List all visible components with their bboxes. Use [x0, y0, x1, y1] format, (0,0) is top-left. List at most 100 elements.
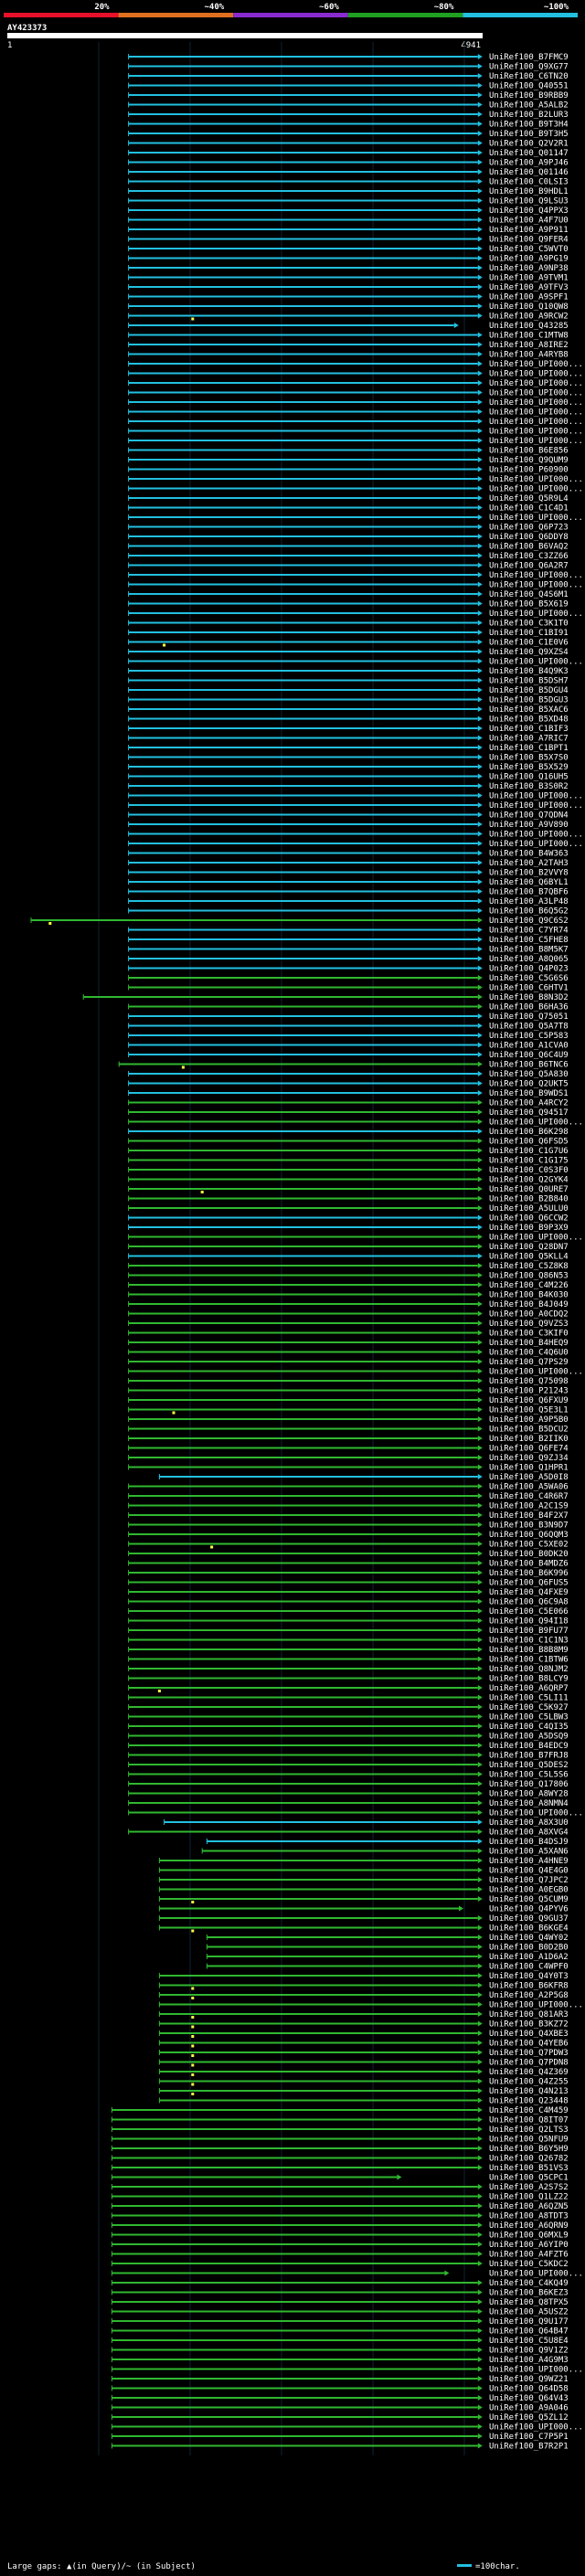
- hit-label[interactable]: UniRef100_C5K927: [489, 1703, 569, 1712]
- hit-row[interactable]: UniRef100_C3KIF0: [128, 1330, 569, 1339]
- hit-label[interactable]: UniRef100_Q5E3L1: [489, 1406, 569, 1415]
- hit-row[interactable]: UniRef100_Q4YEB6: [158, 2040, 569, 2049]
- hit-label[interactable]: UniRef100_Q7QDN4: [489, 811, 569, 821]
- hit-label[interactable]: UniRef100_A1D6A2: [489, 1953, 569, 1962]
- hit-row[interactable]: UniRef100_B6KEZ3: [111, 2289, 569, 2298]
- hit-row[interactable]: UniRef100_B4J049: [128, 1300, 569, 1309]
- hit-row[interactable]: UniRef100_Q6A2R7: [128, 562, 569, 571]
- hit-row[interactable]: UniRef100_Q9GU37: [158, 1914, 569, 1924]
- hit-row[interactable]: UniRef100_C7YR74: [128, 927, 569, 936]
- hit-label[interactable]: UniRef100_B5DCU2: [489, 1426, 569, 1435]
- hit-row[interactable]: UniRef100_UPI000...: [128, 658, 583, 667]
- hit-row[interactable]: UniRef100_Q4Z369: [158, 2068, 569, 2077]
- hit-label[interactable]: UniRef100_C4M459: [489, 2106, 569, 2115]
- hit-row[interactable]: UniRef100_A5DSQ9: [128, 1733, 569, 1742]
- hit-label[interactable]: UniRef100_Q6MXL9: [489, 2231, 569, 2241]
- hit-row[interactable]: UniRef100_A8X3U0: [164, 1818, 569, 1828]
- hit-label[interactable]: UniRef100_B7FMC9: [489, 53, 569, 62]
- hit-label[interactable]: UniRef100_A8Q065: [489, 955, 569, 964]
- hit-label[interactable]: UniRef100_UPI000...: [489, 475, 583, 484]
- hit-label[interactable]: UniRef100_B5DGU4: [489, 686, 569, 695]
- hit-label[interactable]: UniRef100_A4RYB8: [489, 351, 569, 360]
- hit-row[interactable]: UniRef100_UPI000...: [128, 581, 583, 590]
- hit-row[interactable]: UniRef100_B5DSH7: [128, 677, 569, 686]
- hit-row[interactable]: UniRef100_A2S7S2: [111, 2183, 569, 2192]
- hit-label[interactable]: UniRef100_UPI000...: [489, 1368, 583, 1377]
- hit-row[interactable]: UniRef100_Q64B47: [111, 2327, 569, 2337]
- hit-row[interactable]: UniRef100_Q9FER4: [128, 236, 569, 245]
- hit-row[interactable]: UniRef100_A3LP48: [128, 897, 569, 906]
- hit-row[interactable]: UniRef100_UPI000...: [128, 379, 583, 388]
- hit-label[interactable]: UniRef100_B5X619: [489, 600, 569, 610]
- hit-label[interactable]: UniRef100_Q8NJM2: [489, 1665, 569, 1674]
- hit-label[interactable]: UniRef100_UPI000...: [489, 801, 583, 811]
- hit-label[interactable]: UniRef100_Q94I18: [489, 1617, 569, 1627]
- hit-label[interactable]: UniRef100_Q5R9L4: [489, 494, 569, 504]
- hit-label[interactable]: UniRef100_A4FZT6: [489, 2251, 569, 2260]
- hit-label[interactable]: UniRef100_UPI000...: [489, 571, 583, 580]
- hit-row[interactable]: UniRef100_UPI000...: [128, 418, 583, 427]
- hit-row[interactable]: UniRef100_B6VAQ2: [128, 543, 569, 552]
- hit-label[interactable]: UniRef100_A2P5G8: [489, 1991, 569, 2000]
- hit-label[interactable]: UniRef100_A9SPF1: [489, 293, 569, 302]
- hit-label[interactable]: UniRef100_C0S3F0: [489, 1166, 569, 1175]
- hit-label[interactable]: UniRef100_B3S0R2: [489, 782, 569, 791]
- hit-label[interactable]: UniRef100_B6K298: [489, 1128, 569, 1137]
- hit-label[interactable]: UniRef100_B6KGE4: [489, 1924, 569, 1934]
- hit-row[interactable]: UniRef100_A8NMN4: [128, 1799, 569, 1808]
- hit-row[interactable]: UniRef100_Q4N213: [158, 2087, 569, 2096]
- hit-row[interactable]: UniRef100_C4M459: [111, 2106, 569, 2115]
- hit-label[interactable]: UniRef100_UPI000...: [489, 485, 583, 494]
- hit-label[interactable]: UniRef100_B7QBF6: [489, 888, 569, 897]
- hit-label[interactable]: UniRef100_A4G9M3: [489, 2356, 569, 2365]
- hit-row[interactable]: UniRef100_B9HDL1: [128, 187, 569, 196]
- hit-row[interactable]: UniRef100_Q5E3L1: [128, 1406, 569, 1415]
- hit-label[interactable]: UniRef100_B6KEZ3: [489, 2289, 569, 2298]
- hit-label[interactable]: UniRef100_Q5NFU9: [489, 2136, 569, 2145]
- hit-row[interactable]: UniRef100_Q7QDN4: [128, 811, 569, 821]
- hit-label[interactable]: UniRef100_Q10QW8: [489, 302, 569, 312]
- hit-label[interactable]: UniRef100_C4QI35: [489, 1723, 569, 1732]
- hit-row[interactable]: UniRef100_UPI000...: [158, 2001, 583, 2010]
- hit-row[interactable]: UniRef100_A4HNE9: [158, 1857, 569, 1866]
- hit-row[interactable]: UniRef100_UPI000...: [128, 437, 583, 446]
- hit-row[interactable]: UniRef100_C1C4D1: [128, 504, 569, 514]
- hit-label[interactable]: UniRef100_A9TVM1: [489, 274, 569, 283]
- hit-row[interactable]: UniRef100_Q8IT07: [111, 2116, 569, 2125]
- hit-row[interactable]: UniRef100_A9RCW2: [128, 313, 569, 322]
- hit-row[interactable]: UniRef100_UPI000...: [128, 514, 583, 523]
- hit-label[interactable]: UniRef100_A5ULU0: [489, 1204, 569, 1214]
- hit-label[interactable]: UniRef100_C1BI91: [489, 629, 569, 638]
- hit-label[interactable]: UniRef100_Q6CCW2: [489, 1214, 569, 1224]
- hit-row[interactable]: UniRef100_UPI000...: [111, 2423, 583, 2433]
- hit-label[interactable]: UniRef100_Q01147: [489, 149, 569, 158]
- hit-label[interactable]: UniRef100_A9V890: [489, 821, 569, 830]
- hit-row[interactable]: UniRef100_UPI000...: [128, 370, 583, 379]
- hit-label[interactable]: UniRef100_B0DK20: [489, 1550, 569, 1559]
- hit-label[interactable]: UniRef100_Q17806: [489, 1780, 569, 1789]
- hit-label[interactable]: UniRef100_Q4E4G0: [489, 1867, 569, 1876]
- hit-label[interactable]: UniRef100_B9FU77: [489, 1627, 569, 1636]
- hit-row[interactable]: UniRef100_Q2LTS3: [111, 2125, 569, 2135]
- hit-label[interactable]: UniRef100_C0LSI3: [489, 178, 569, 187]
- hit-row[interactable]: UniRef100_B6Q5G2: [128, 907, 569, 917]
- hit-label[interactable]: UniRef100_Q1LZ22: [489, 2193, 569, 2202]
- hit-row[interactable]: UniRef100_A5D0I8: [158, 1473, 569, 1482]
- hit-row[interactable]: UniRef100_A7RIC7: [128, 735, 569, 744]
- hit-row[interactable]: UniRef100_Q4PYV6: [158, 1905, 569, 1914]
- hit-label[interactable]: UniRef100_B6K996: [489, 1569, 569, 1578]
- hit-row[interactable]: UniRef100_Q9LSU3: [128, 197, 569, 207]
- hit-row[interactable]: UniRef100_B3KZ72: [158, 2020, 569, 2030]
- hit-row[interactable]: UniRef100_C5KDC2: [111, 2260, 569, 2269]
- hit-row[interactable]: UniRef100_P60900: [128, 466, 569, 475]
- hit-label[interactable]: UniRef100_C5Z8K8: [489, 1262, 569, 1271]
- hit-row[interactable]: UniRef100_A4RCY2: [128, 1099, 569, 1108]
- hit-label[interactable]: UniRef100_UPI000...: [489, 2270, 583, 2279]
- hit-label[interactable]: UniRef100_B6VAQ2: [489, 543, 569, 552]
- hit-row[interactable]: UniRef100_A9NP38: [128, 264, 569, 273]
- hit-label[interactable]: UniRef100_A9A046: [489, 2404, 569, 2413]
- hit-label[interactable]: UniRef100_Q43285: [489, 322, 569, 331]
- hit-row[interactable]: UniRef100_Q6MXL9: [111, 2231, 569, 2241]
- hit-row[interactable]: UniRef100_C5LI11: [128, 1694, 569, 1703]
- hit-row[interactable]: UniRef100_B4DSJ9: [206, 1838, 569, 1847]
